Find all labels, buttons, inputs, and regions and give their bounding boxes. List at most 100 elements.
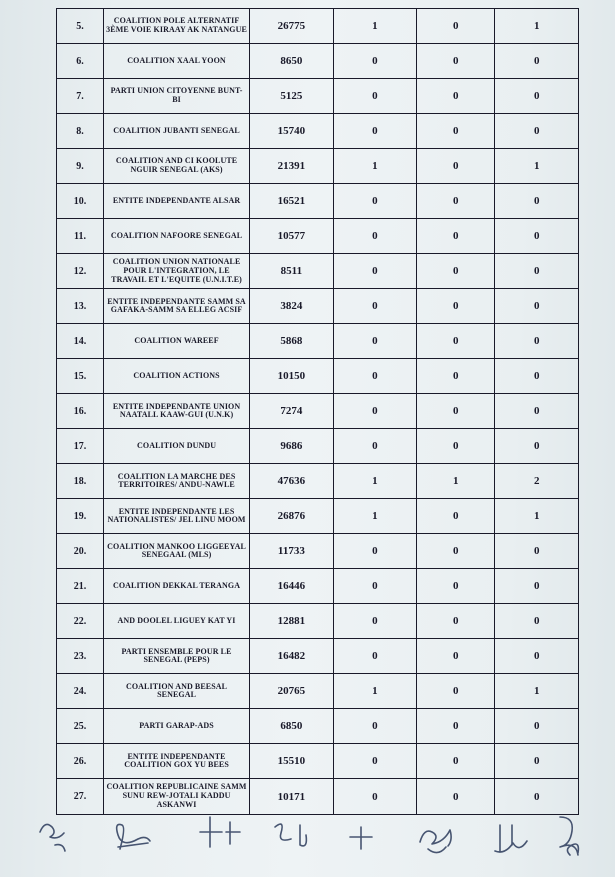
results-table: 5.COALITION POLE ALTERNATIF 3ème VOIE KI…	[56, 8, 579, 815]
value-col-2: 0	[333, 44, 417, 79]
value-col-2: 0	[333, 114, 417, 149]
value-col-3: 0	[417, 254, 495, 289]
table-row: 16.ENTITE INDEPENDANTE UNION NAATALL KAA…	[57, 394, 579, 429]
value-col-2: 0	[333, 289, 417, 324]
value-col-1: 7274	[250, 394, 334, 429]
value-col-1: 11733	[250, 534, 334, 569]
value-col-3: 0	[417, 674, 495, 709]
value-col-1: 12881	[250, 604, 334, 639]
value-col-3: 1	[417, 464, 495, 499]
party-name: COALITION XAAL YOON	[103, 44, 249, 79]
value-col-3: 0	[417, 499, 495, 534]
value-col-4: 1	[495, 149, 579, 184]
row-number: 16.	[57, 394, 104, 429]
value-col-1: 10171	[250, 779, 334, 814]
value-col-2: 0	[333, 534, 417, 569]
value-col-1: 5868	[250, 324, 334, 359]
row-number: 21.	[57, 569, 104, 604]
row-number: 9.	[57, 149, 104, 184]
value-col-2: 0	[333, 604, 417, 639]
table-row: 9.COALITION AND CI KOOLUTE NGUIR SENEGAL…	[57, 149, 579, 184]
row-number: 19.	[57, 499, 104, 534]
party-name: COALITION ACTIONS	[103, 359, 249, 394]
table-row: 6.COALITION XAAL YOON8650000	[57, 44, 579, 79]
value-col-4: 0	[495, 324, 579, 359]
table-row: 10.ENTITE INDEPENDANTE ALSAR16521000	[57, 184, 579, 219]
party-name: COALITION POLE ALTERNATIF 3ème VOIE KIRA…	[103, 9, 249, 44]
value-col-3: 0	[417, 534, 495, 569]
value-col-1: 5125	[250, 79, 334, 114]
table-row: 13.ENTITE INDEPENDANTE SAMM SA GAFAKA-SA…	[57, 289, 579, 324]
row-number: 26.	[57, 744, 104, 779]
row-number: 12.	[57, 254, 104, 289]
value-col-3: 0	[417, 639, 495, 674]
value-col-2: 0	[333, 639, 417, 674]
row-number: 6.	[57, 44, 104, 79]
row-number: 22.	[57, 604, 104, 639]
value-col-4: 1	[495, 674, 579, 709]
value-col-1: 26876	[250, 499, 334, 534]
value-col-4: 0	[495, 184, 579, 219]
row-number: 23.	[57, 639, 104, 674]
value-col-4: 0	[495, 709, 579, 744]
value-col-4: 0	[495, 429, 579, 464]
table-row: 21.COALITION DEKKAL TERANGA16446000	[57, 569, 579, 604]
party-name: COALITION DEKKAL TERANGA	[103, 569, 249, 604]
value-col-3: 0	[417, 394, 495, 429]
value-col-1: 8511	[250, 254, 334, 289]
table-row: 14.COALITION WAREEF5868000	[57, 324, 579, 359]
value-col-1: 10150	[250, 359, 334, 394]
value-col-1: 10577	[250, 219, 334, 254]
value-col-2: 0	[333, 744, 417, 779]
value-col-2: 1	[333, 464, 417, 499]
party-name: COALITION MANKOO LIGGEEYAL SENEGAAL (MLS…	[103, 534, 249, 569]
value-col-4: 1	[495, 9, 579, 44]
table-row: 22.AND DOOLEL LIGUEY KAT YI12881000	[57, 604, 579, 639]
row-number: 15.	[57, 359, 104, 394]
value-col-1: 9686	[250, 429, 334, 464]
party-name: COALITION JUBANTI SENEGAL	[103, 114, 249, 149]
party-name: ENTITE INDEPENDANTE LES NATIONALISTES/ J…	[103, 499, 249, 534]
value-col-2: 0	[333, 709, 417, 744]
value-col-4: 0	[495, 289, 579, 324]
value-col-2: 0	[333, 779, 417, 814]
row-number: 24.	[57, 674, 104, 709]
value-col-1: 15740	[250, 114, 334, 149]
table-row: 25.PARTI GARAP-ADS6850000	[57, 709, 579, 744]
table-row: 11.COALITION NAFOORE SENEGAL10577000	[57, 219, 579, 254]
row-number: 25.	[57, 709, 104, 744]
party-name: COALITION LA MARCHE DES TERRITOIRES/ AND…	[103, 464, 249, 499]
value-col-4: 0	[495, 254, 579, 289]
party-name: ENTITE INDEPENDANTE ALSAR	[103, 184, 249, 219]
value-col-1: 3824	[250, 289, 334, 324]
value-col-4: 0	[495, 79, 579, 114]
party-name: COALITION REPUBLICAINE SAMM SUNU REW-JOT…	[103, 779, 249, 814]
value-col-1: 47636	[250, 464, 334, 499]
value-col-3: 0	[417, 359, 495, 394]
value-col-4: 0	[495, 779, 579, 814]
party-name: COALITION AND BEESAL SENEGAL	[103, 674, 249, 709]
value-col-2: 1	[333, 674, 417, 709]
value-col-3: 0	[417, 114, 495, 149]
value-col-2: 0	[333, 219, 417, 254]
row-number: 5.	[57, 9, 104, 44]
value-col-1: 26775	[250, 9, 334, 44]
row-number: 13.	[57, 289, 104, 324]
value-col-4: 0	[495, 744, 579, 779]
value-col-3: 0	[417, 44, 495, 79]
value-col-4: 0	[495, 569, 579, 604]
row-number: 8.	[57, 114, 104, 149]
value-col-1: 16482	[250, 639, 334, 674]
value-col-4: 0	[495, 359, 579, 394]
value-col-3: 0	[417, 604, 495, 639]
row-number: 27.	[57, 779, 104, 814]
party-name: ENTITE INDEPENDANTE COALITION GOX YU BEE…	[103, 744, 249, 779]
table-row: 24.COALITION AND BEESAL SENEGAL20765101	[57, 674, 579, 709]
party-name: ENTITE INDEPENDANTE SAMM SA GAFAKA-SAMM …	[103, 289, 249, 324]
value-col-2: 0	[333, 569, 417, 604]
value-col-2: 0	[333, 394, 417, 429]
value-col-3: 0	[417, 569, 495, 604]
table-row: 5.COALITION POLE ALTERNATIF 3ème VOIE KI…	[57, 9, 579, 44]
table-row: 17.COALITION DUNDU9686000	[57, 429, 579, 464]
table-row: 7.PARTI UNION CITOYENNE BUNT- BI5125000	[57, 79, 579, 114]
